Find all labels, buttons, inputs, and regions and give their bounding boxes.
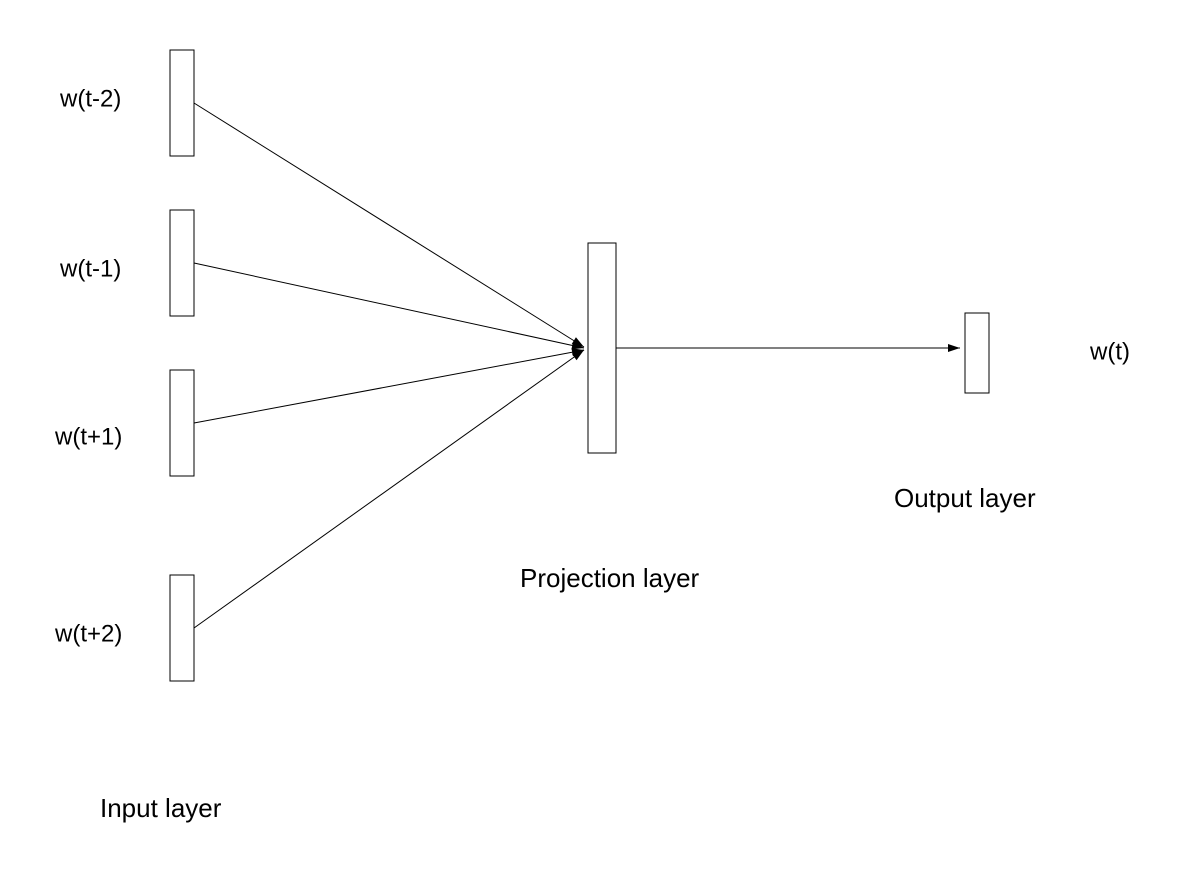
lbl-input-layer: Input layer (100, 793, 222, 823)
lbl-projection-layer: Projection layer (520, 563, 700, 593)
node-out (965, 313, 989, 393)
lbl-in2: w(t+1) (54, 423, 122, 450)
lbl-in1: w(t-1) (59, 255, 121, 282)
edge-in2 (194, 350, 584, 423)
edges-group (194, 103, 960, 628)
lbl-output-layer: Output layer (894, 483, 1036, 513)
labels-group: w(t-2) w(t-1) w(t+1) w(t+2) w(t) Input layer P… (54, 85, 1130, 823)
cbow-diagram: w(t-2) w(t-1) w(t+1) w(t+2) w(t) Input layer P… (0, 0, 1202, 882)
node-in3 (170, 575, 194, 681)
node-proj (588, 243, 616, 453)
lbl-in0: w(t-2) (59, 85, 121, 112)
node-in1 (170, 210, 194, 316)
node-in2 (170, 370, 194, 476)
edge-in1 (194, 263, 584, 348)
lbl-in3: w(t+2) (54, 620, 122, 647)
edge-in0 (194, 103, 584, 347)
node-in0 (170, 50, 194, 156)
lbl-out: w(t) (1089, 338, 1130, 365)
